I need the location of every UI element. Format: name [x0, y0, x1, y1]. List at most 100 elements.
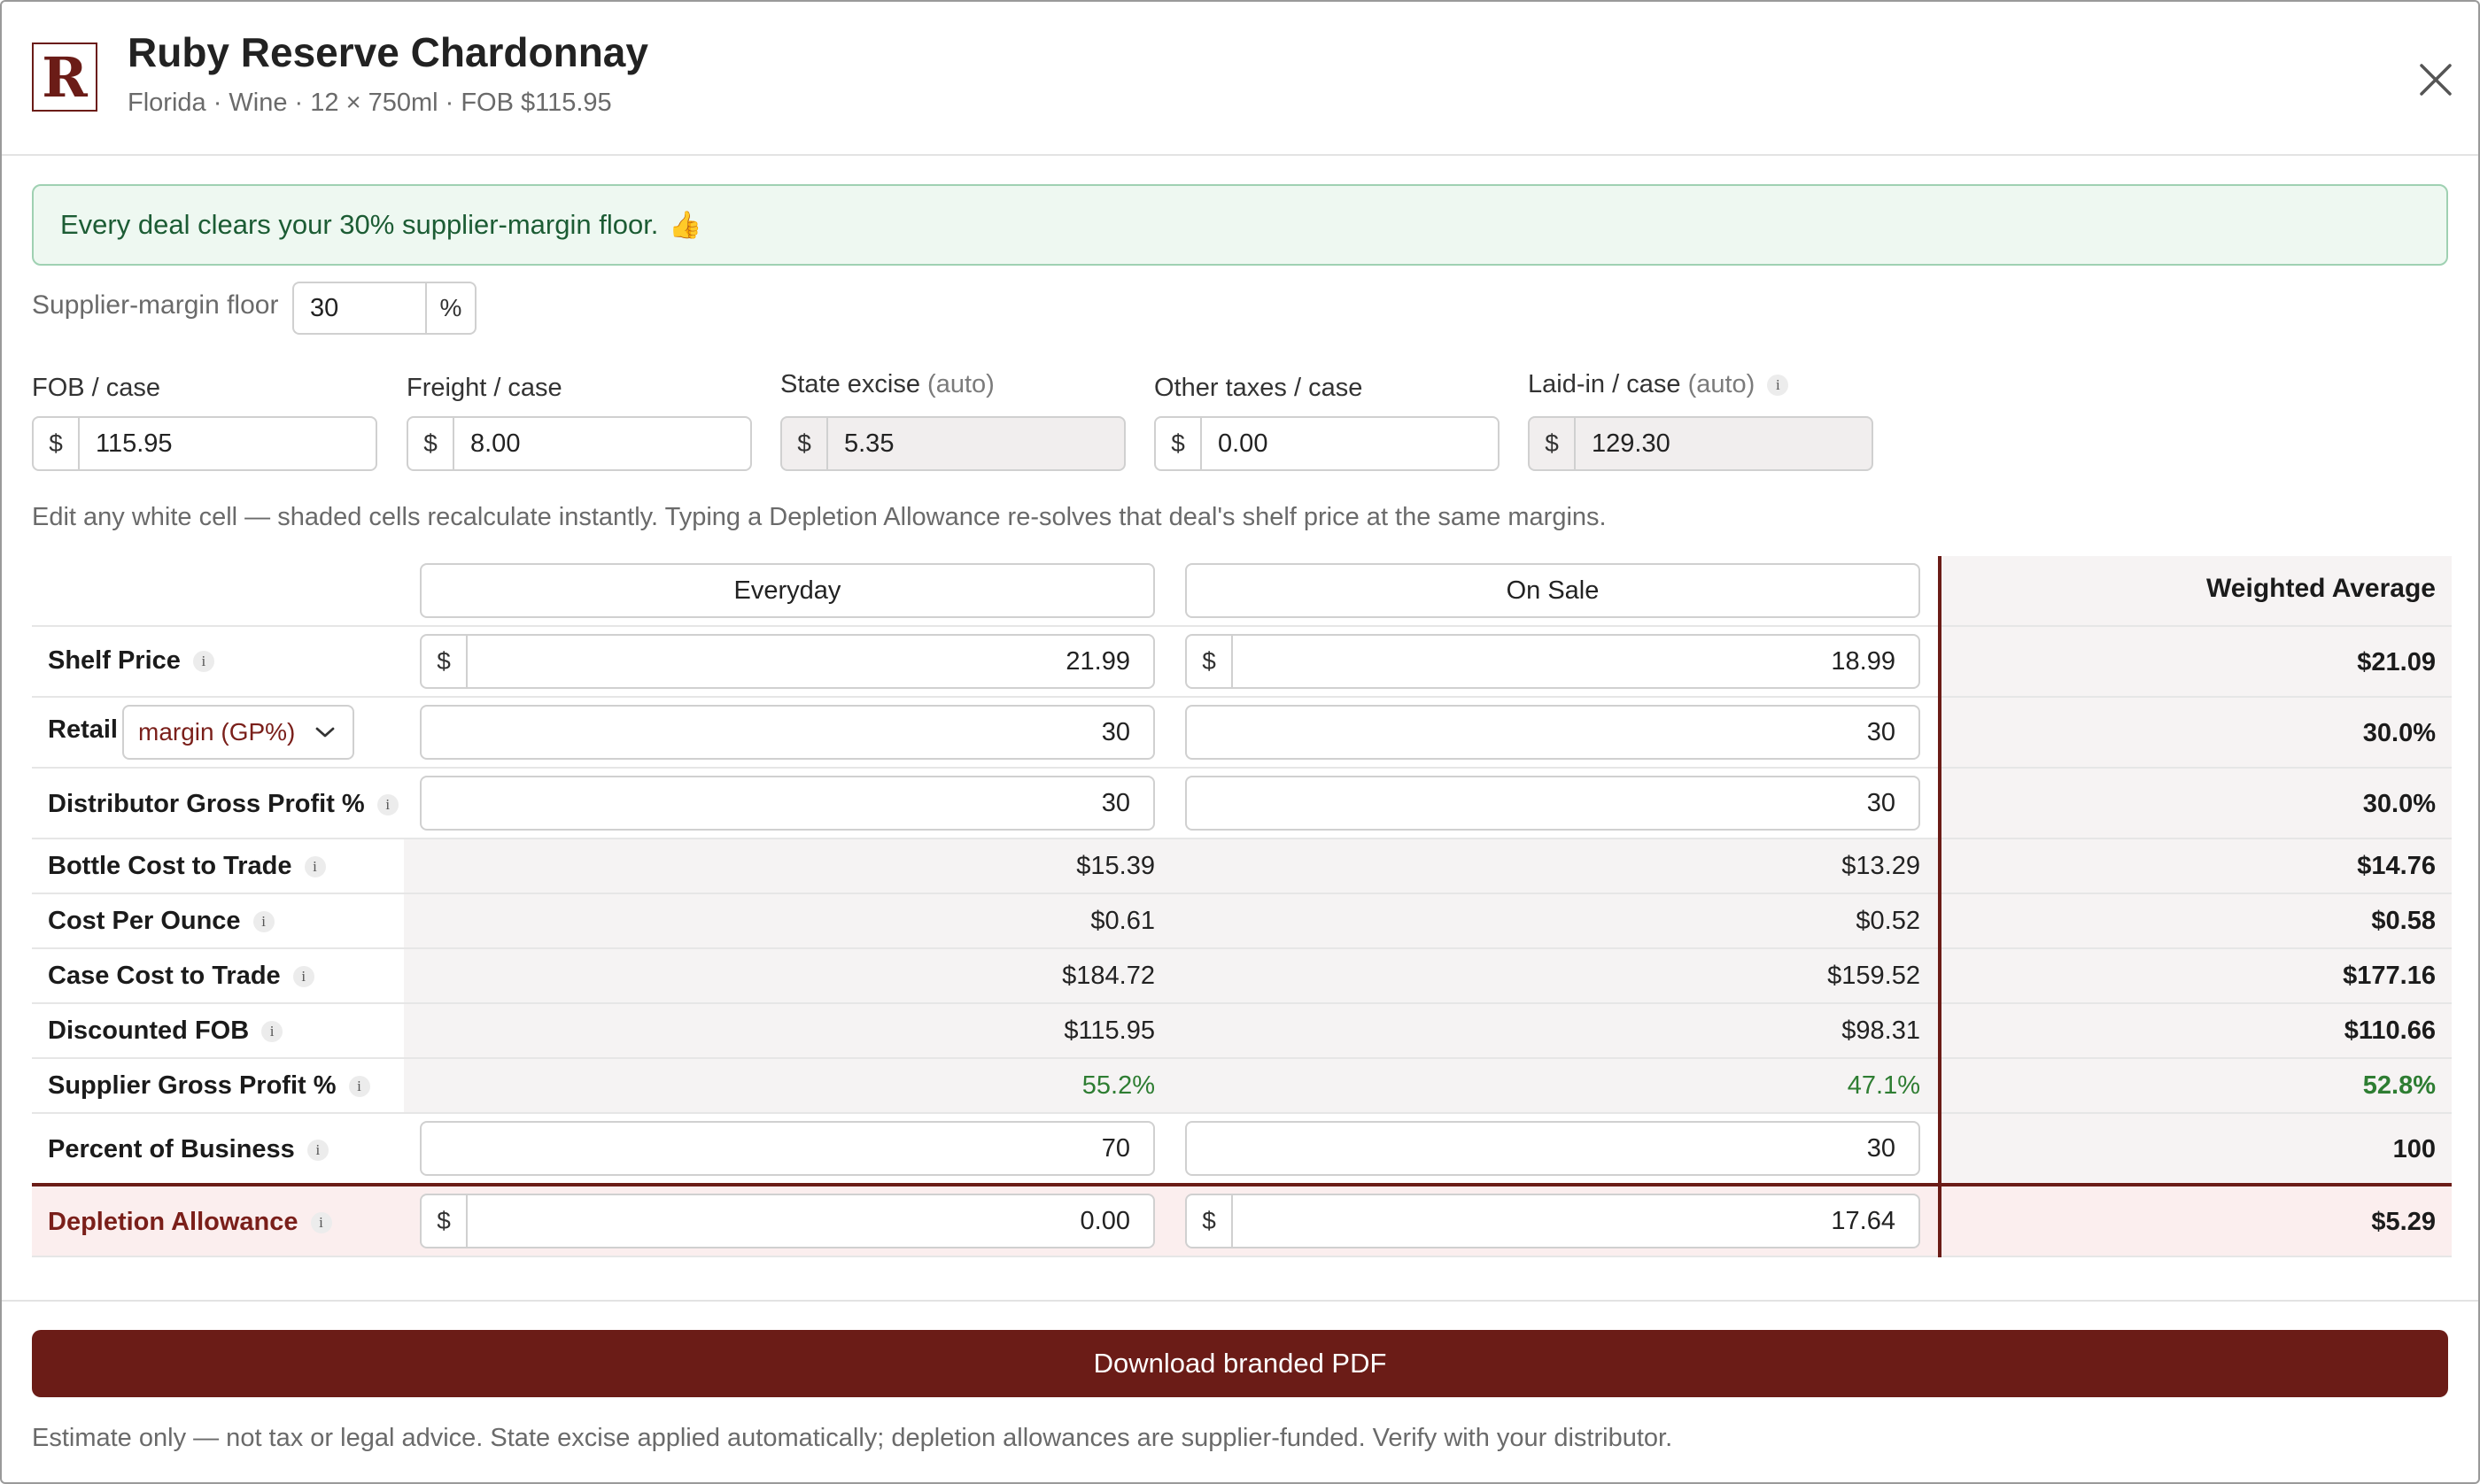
discounted-fob-weighted: $110.66: [2344, 1016, 2436, 1045]
row-divider: [32, 625, 2452, 627]
weighted-average-divider: [1938, 556, 1941, 1257]
fob-field[interactable]: $: [32, 416, 377, 471]
row-label-cost-per-ounce: Cost Per Ounce i: [48, 907, 275, 936]
row-label-supplier-gp: Supplier Gross Profit % i: [48, 1071, 370, 1101]
cost-per-ounce-everyday: $0.61: [1090, 907, 1155, 935]
retail-weighted: 30.0%: [2362, 719, 2436, 747]
footer-divider: [2, 1300, 2478, 1302]
retail-everyday-input[interactable]: [422, 707, 1153, 758]
fob-input[interactable]: [80, 418, 376, 469]
other-taxes-field[interactable]: $: [1154, 416, 1500, 471]
thumbs-up-icon: 👍: [669, 210, 702, 240]
row-divider: [32, 767, 2452, 769]
freight-input[interactable]: [454, 418, 750, 469]
info-icon[interactable]: i: [306, 1139, 329, 1161]
info-icon[interactable]: i: [348, 1075, 370, 1097]
depletion-on-sale-field[interactable]: $: [1185, 1194, 1920, 1248]
shelf-price-on-sale-field[interactable]: $: [1185, 634, 1920, 689]
logo-letter: R: [42, 44, 88, 110]
shelf-price-on-sale-input[interactable]: [1233, 636, 1918, 687]
banner-message: Every deal clears your 30% supplier-marg…: [60, 209, 659, 240]
discounted-fob-everyday: $115.95: [1064, 1016, 1155, 1045]
supplier-gp-on-sale: 47.1%: [1847, 1071, 1920, 1100]
info-icon[interactable]: i: [252, 910, 275, 932]
depletion-on-sale-input[interactable]: [1233, 1195, 1918, 1247]
calculated-rows-band: [404, 838, 1938, 1114]
case-cost-on-sale: $159.52: [1827, 962, 1920, 990]
margin-floor-input[interactable]: [292, 282, 425, 335]
percent-business-on-sale-field[interactable]: [1185, 1121, 1920, 1176]
depletion-divider: [32, 1183, 2452, 1186]
retail-everyday-field[interactable]: [420, 705, 1155, 760]
retail-mode-select[interactable]: margin (GP%): [122, 705, 354, 760]
column-header-on-sale: On Sale: [1185, 563, 1920, 618]
shelf-price-everyday-field[interactable]: $: [420, 634, 1155, 689]
row-divider: [32, 838, 2452, 839]
info-icon[interactable]: i: [1767, 375, 1789, 397]
distributor-gp-on-sale-field[interactable]: [1185, 776, 1920, 831]
freight-label: Freight / case: [407, 374, 562, 402]
retail-on-sale-field[interactable]: [1185, 705, 1920, 760]
freight-field[interactable]: $: [407, 416, 752, 471]
cost-per-ounce-weighted: $0.58: [2371, 907, 2436, 935]
currency-prefix: $: [1187, 636, 1233, 687]
product-title: Ruby Reserve Chardonnay: [128, 29, 648, 75]
row-label-case-cost: Case Cost to Trade i: [48, 962, 314, 991]
discounted-fob-on-sale: $98.31: [1841, 1016, 1920, 1045]
chevron-down-icon: [314, 725, 336, 739]
currency-prefix: $: [1187, 1195, 1233, 1247]
distributor-gp-on-sale-input[interactable]: [1187, 777, 1918, 829]
currency-prefix: $: [1156, 418, 1202, 469]
info-icon[interactable]: i: [192, 650, 214, 672]
other-taxes-input[interactable]: [1202, 418, 1498, 469]
shelf-price-weighted: $21.09: [2357, 648, 2436, 676]
row-divider: [32, 1256, 2452, 1257]
depletion-weighted: $5.29: [2371, 1208, 2436, 1236]
bottle-cost-everyday: $15.39: [1076, 852, 1155, 880]
download-pdf-button[interactable]: Download branded PDF: [32, 1330, 2448, 1397]
excise-field: $: [780, 416, 1126, 471]
margin-status-banner: Every deal clears your 30% supplier-marg…: [32, 184, 2448, 266]
info-icon[interactable]: i: [304, 855, 326, 877]
case-cost-everyday: $184.72: [1062, 962, 1155, 990]
percent-business-everyday-field[interactable]: [420, 1121, 1155, 1176]
info-icon[interactable]: i: [376, 793, 399, 815]
row-label-discounted-fob: Discounted FOB i: [48, 1016, 283, 1046]
close-button[interactable]: [2411, 55, 2461, 104]
supplier-gp-weighted: 52.8%: [2362, 1071, 2436, 1100]
row-label-percent-of-business: Percent of Business i: [48, 1135, 329, 1164]
laid-in-field: $: [1528, 416, 1873, 471]
margin-floor-label: Supplier-margin floor: [32, 290, 279, 320]
currency-prefix: $: [408, 418, 454, 469]
depletion-everyday-field[interactable]: $: [420, 1194, 1155, 1248]
laid-in-input: [1576, 418, 1872, 469]
row-divider: [32, 1002, 2452, 1004]
row-label-depletion-allowance: Depletion Allowance i: [48, 1208, 332, 1237]
depletion-everyday-input[interactable]: [468, 1195, 1153, 1247]
header-divider: [2, 154, 2478, 156]
excise-label: State excise (auto): [780, 370, 995, 398]
shelf-price-everyday-input[interactable]: [468, 636, 1153, 687]
info-icon[interactable]: i: [261, 1020, 283, 1042]
brand-logo: R: [32, 43, 97, 112]
retail-mode-value: margin (GP%): [138, 718, 296, 746]
currency-prefix: $: [782, 418, 828, 469]
distributor-gp-everyday-input[interactable]: [422, 777, 1153, 829]
row-divider: [32, 893, 2452, 894]
retail-on-sale-input[interactable]: [1187, 707, 1918, 758]
percent-business-on-sale-input[interactable]: [1187, 1123, 1918, 1174]
currency-prefix: $: [422, 636, 468, 687]
percent-business-everyday-input[interactable]: [422, 1123, 1153, 1174]
distributor-gp-everyday-field[interactable]: [420, 776, 1155, 831]
info-icon[interactable]: i: [310, 1211, 332, 1233]
other-taxes-label: Other taxes / case: [1154, 374, 1363, 402]
laid-in-label: Laid-in / case (auto) i: [1528, 370, 1789, 399]
row-label-retail: Retail: [48, 715, 118, 744]
column-header-weighted-average: Weighted Average: [2206, 574, 2436, 603]
close-icon: [2420, 64, 2452, 96]
row-divider: [32, 1112, 2452, 1114]
excise-input: [828, 418, 1124, 469]
info-icon[interactable]: i: [292, 965, 314, 987]
currency-prefix: $: [34, 418, 80, 469]
